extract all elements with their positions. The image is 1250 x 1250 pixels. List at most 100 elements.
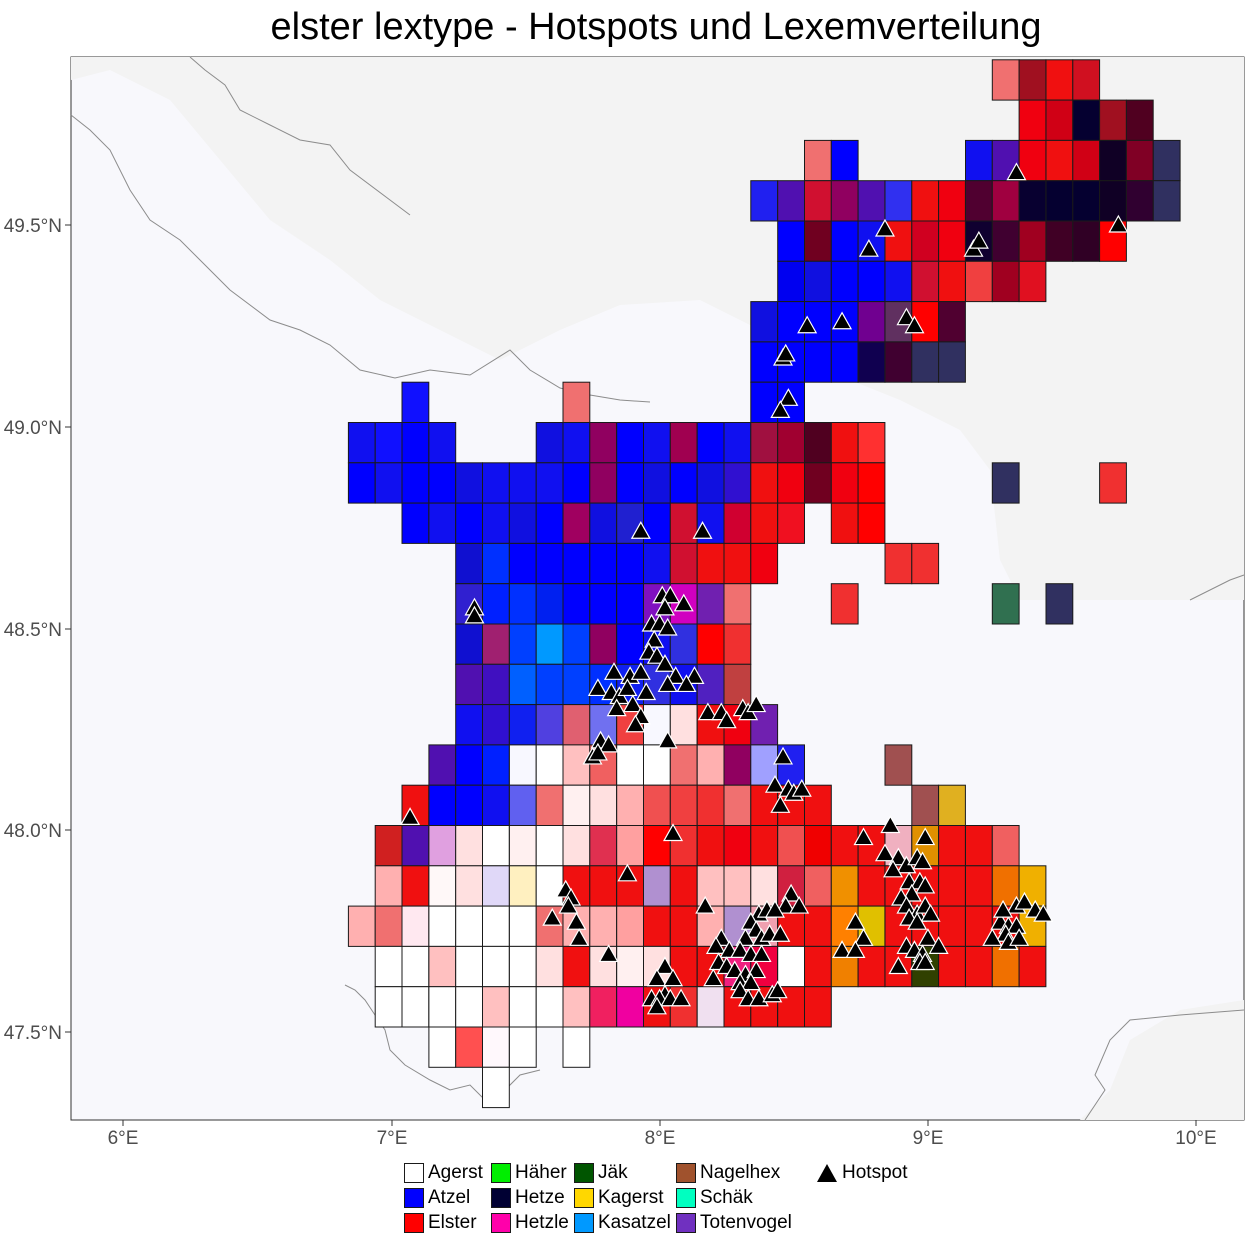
legend: Agerst Atzel Elster Häher Hetze Hetzle J… (404, 1160, 1004, 1240)
grid-cell (965, 945, 993, 988)
hotspot-marker (789, 895, 810, 914)
legend-label: Atzel (428, 1187, 471, 1208)
legend-swatch (676, 1213, 696, 1233)
y-tick-label: 48.0°N (4, 821, 62, 842)
grid-cell (857, 865, 886, 907)
grid-cell (455, 905, 484, 947)
grid-cell (857, 341, 886, 383)
grid-cell (777, 260, 806, 303)
grid-cell (1018, 59, 1047, 101)
grid-cell (589, 784, 618, 827)
hotspot-marker (1006, 162, 1027, 181)
grid-cell (535, 663, 564, 706)
grid-cell (482, 542, 510, 585)
grid-cell (455, 502, 484, 544)
grid-cell (830, 865, 859, 907)
grid-cell (830, 502, 859, 544)
grid-cell (938, 825, 966, 867)
hotspot-marker (654, 956, 675, 975)
grid-cell (857, 422, 886, 464)
legend-item-hetze: Hetze (491, 1187, 565, 1209)
grid-cell (1018, 220, 1047, 262)
hotspot-marker (853, 928, 874, 946)
grid-cell (482, 945, 510, 988)
grid-cell (965, 865, 993, 907)
grid-cell (1099, 139, 1127, 182)
grid-cell (830, 220, 859, 262)
grid-cell (938, 301, 966, 343)
grid-cell (804, 865, 832, 907)
grid-cell (1018, 260, 1047, 303)
legend-item-nagelhex: Nagelhex (676, 1162, 780, 1184)
hotspot-marker (764, 899, 785, 918)
hotspot-marker (684, 666, 705, 684)
grid-cell (401, 865, 430, 907)
hotspot-marker (657, 674, 678, 693)
grid-cell (455, 623, 484, 665)
legend-label: Jäk (598, 1162, 628, 1183)
grid-cell (535, 704, 564, 746)
hotspot-marker (874, 843, 895, 862)
grid-cell (804, 220, 832, 262)
legend-label: Hetzle (515, 1212, 569, 1233)
hotspot-marker (400, 807, 421, 826)
grid-cell (508, 462, 537, 504)
grid-cell (643, 825, 671, 867)
grid-cell (1045, 583, 1074, 625)
country-borders (70, 56, 1245, 1121)
legend-swatch (491, 1213, 511, 1233)
grid-cell (696, 663, 725, 706)
grid-cell (535, 905, 564, 947)
hotspot-triangle-icon (817, 1164, 837, 1182)
legend-swatch (574, 1163, 594, 1183)
grid-cell (535, 784, 564, 827)
grid-cell (991, 462, 1020, 504)
grid-cell (696, 623, 725, 665)
grid-cell (562, 986, 591, 1028)
grid-cell (535, 945, 564, 988)
grid-cell (991, 59, 1020, 101)
grid-cell (482, 865, 510, 907)
grid-cell (696, 542, 725, 585)
grid-cell (455, 784, 484, 827)
grid-cell (374, 945, 403, 988)
hotspot-marker (654, 597, 675, 616)
grid-cell (669, 744, 698, 786)
grid-cell (804, 139, 832, 182)
legend-swatch (404, 1213, 424, 1233)
x-tick-label: 7°E (377, 1128, 408, 1149)
grid-cell (750, 422, 779, 464)
grid-cell (401, 825, 430, 867)
hotspot-marker (730, 980, 751, 999)
grid-cell (777, 945, 806, 988)
grid-cell (535, 542, 564, 585)
grid-cell (455, 462, 484, 504)
hotspot-marker (660, 585, 681, 604)
hotspot-marker (992, 899, 1014, 918)
grid-cell (508, 663, 537, 706)
grid-cell (562, 583, 591, 625)
grid-cell (347, 422, 376, 464)
grid-cell (428, 502, 457, 544)
hotspot-marker (622, 694, 643, 713)
hotspot-layer (400, 162, 1129, 1015)
hotspot-marker (832, 311, 853, 330)
grid-cell (562, 945, 591, 988)
hotspot-marker (904, 315, 925, 334)
grid-cell (884, 744, 913, 786)
hotspot-marker (587, 742, 608, 761)
hotspot-marker (901, 883, 922, 902)
legend-item-totenvogel: Totenvogel (676, 1212, 792, 1234)
grid-cell (777, 825, 806, 867)
grid-cell (991, 220, 1020, 262)
grid-cell (1018, 99, 1047, 141)
grid-cell (401, 502, 430, 544)
grid-cell (804, 945, 832, 988)
grid-cell (830, 260, 859, 303)
grid-cell (911, 784, 940, 827)
grid-cell (830, 180, 859, 222)
grid-cell (482, 986, 510, 1028)
hotspot-marker (598, 944, 619, 963)
hotspot-marker (630, 521, 651, 539)
grid-cell (562, 784, 591, 827)
